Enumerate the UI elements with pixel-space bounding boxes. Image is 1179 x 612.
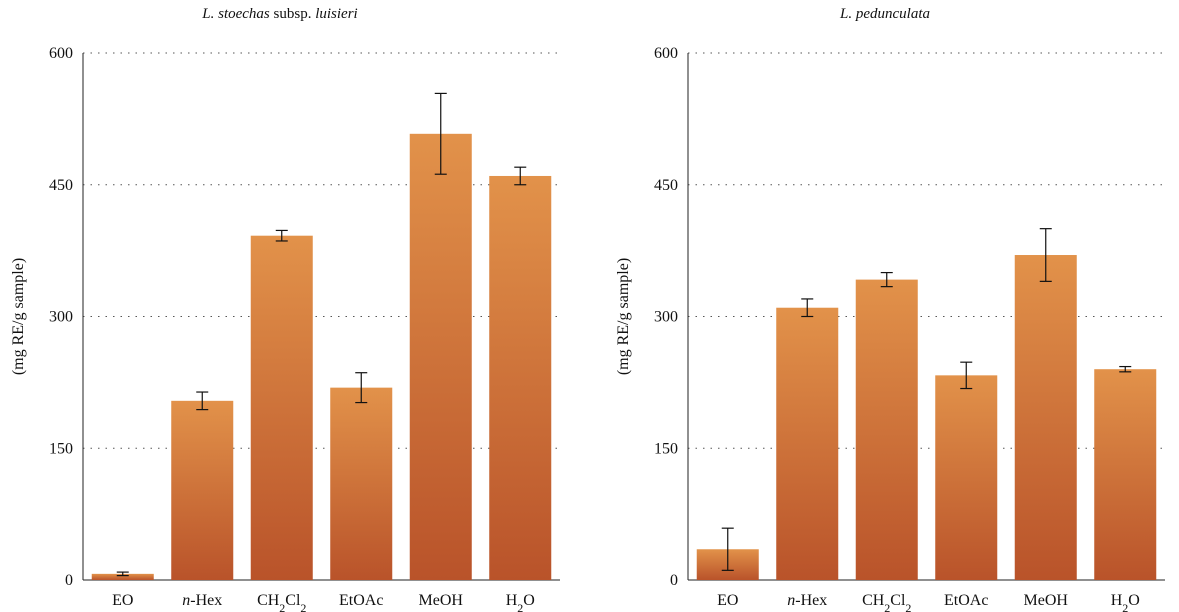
chart-plot: 0 150 300 450 600 (mg RE/g sample) EO n-Hex CH2C… <box>10 45 560 612</box>
x-tick-label: CH2Cl2 <box>257 592 306 612</box>
title-italic-1: L. stoechas <box>202 6 270 22</box>
y-tick-label: 450 <box>49 177 73 194</box>
y-tick-label: 0 <box>670 572 678 589</box>
bar-eo <box>91 573 154 580</box>
error-bar <box>880 271 893 288</box>
bar-etoac <box>935 375 998 580</box>
title-italic-2: luisieri <box>315 6 358 22</box>
error-bar <box>196 391 209 411</box>
bar-ch2cl2 <box>250 235 313 580</box>
x-tick-label: MeOH <box>419 592 464 609</box>
error-bar <box>434 92 447 175</box>
error-bar <box>514 166 527 186</box>
y-tick-label: 450 <box>654 177 678 194</box>
error-bar <box>1119 365 1132 373</box>
chart-title: L. stoechas subsp. luisieri <box>0 6 560 23</box>
y-tick-label: 150 <box>49 440 73 457</box>
bar-meoh <box>409 133 472 580</box>
x-tick-label: H2O <box>506 592 535 612</box>
bar-n-hex <box>776 307 839 580</box>
x-tick-label: MeOH <box>1024 592 1069 609</box>
y-tick-label: 0 <box>65 572 73 589</box>
bar-meoh <box>1014 255 1077 580</box>
bar-h2o <box>1094 369 1157 580</box>
chart-title: L. pedunculata <box>840 6 930 22</box>
error-bar <box>116 571 129 577</box>
bar-n-hex <box>171 400 234 580</box>
y-axis-label: (mg RE/g sample) <box>615 258 632 375</box>
chart-plot: 0 150 300 450 600 (mg RE/g sample) EO n-Hex CH2C… <box>615 45 1165 612</box>
y-axis-label: (mg RE/g sample) <box>10 258 27 375</box>
x-tick-label: n-Hex <box>787 592 827 609</box>
x-tick-label: EtOAc <box>944 592 988 609</box>
x-tick-label: EO <box>717 592 738 609</box>
y-tick-label: 150 <box>654 440 678 457</box>
bar-h2o <box>489 175 552 580</box>
chart-left: L. stoechas subsp. luisieri 0 150 300 450 60… <box>0 0 560 612</box>
error-bar <box>960 361 973 390</box>
error-bar <box>721 527 734 571</box>
x-tick-label: EtOAc <box>339 592 383 609</box>
y-tick-label: 300 <box>654 309 678 326</box>
bar-etoac <box>330 387 393 580</box>
error-bar <box>355 372 368 404</box>
bar-ch2cl2 <box>855 279 918 580</box>
error-bar <box>1039 228 1052 282</box>
y-tick-label: 600 <box>654 45 678 62</box>
error-bar <box>275 229 288 242</box>
chart-right: L. pedunculata 0 150 300 450 600 (mg RE/g sam… <box>605 0 1165 612</box>
x-tick-label: CH2Cl2 <box>862 592 911 612</box>
x-tick-label: EO <box>112 592 133 609</box>
error-bar <box>801 298 814 318</box>
x-tick-label: H2O <box>1111 592 1140 612</box>
title-normal: subsp. <box>269 6 316 22</box>
y-tick-label: 300 <box>49 309 73 326</box>
y-tick-label: 600 <box>49 45 73 62</box>
x-tick-label: n-Hex <box>182 592 222 609</box>
